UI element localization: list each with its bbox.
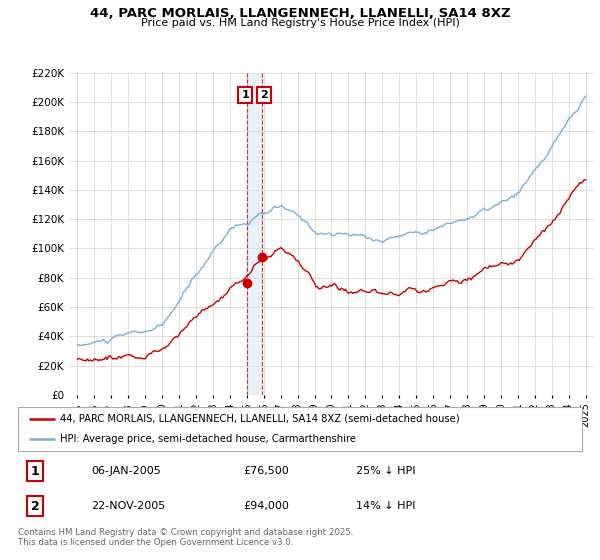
Bar: [247, 73, 262, 395]
Text: £94,000: £94,000: [244, 501, 289, 511]
Text: 06-JAN-2005: 06-JAN-2005: [91, 466, 161, 476]
Text: 1: 1: [241, 90, 249, 100]
Text: 2: 2: [260, 90, 268, 100]
Text: HPI: Average price, semi-detached house, Carmarthenshire: HPI: Average price, semi-detached house,…: [60, 434, 356, 444]
Text: 25% ↓ HPI: 25% ↓ HPI: [356, 466, 416, 476]
Text: 2: 2: [31, 500, 39, 512]
Text: 14% ↓ HPI: 14% ↓ HPI: [356, 501, 416, 511]
FancyBboxPatch shape: [18, 407, 582, 451]
Text: £76,500: £76,500: [244, 466, 289, 476]
Text: Price paid vs. HM Land Registry's House Price Index (HPI): Price paid vs. HM Land Registry's House …: [140, 18, 460, 28]
Text: 1: 1: [31, 465, 39, 478]
Text: 44, PARC MORLAIS, LLANGENNECH, LLANELLI, SA14 8XZ (semi-detached house): 44, PARC MORLAIS, LLANGENNECH, LLANELLI,…: [60, 414, 460, 424]
Text: 22-NOV-2005: 22-NOV-2005: [91, 501, 166, 511]
Text: 44, PARC MORLAIS, LLANGENNECH, LLANELLI, SA14 8XZ: 44, PARC MORLAIS, LLANGENNECH, LLANELLI,…: [89, 7, 511, 20]
Text: Contains HM Land Registry data © Crown copyright and database right 2025.
This d: Contains HM Land Registry data © Crown c…: [18, 528, 353, 547]
